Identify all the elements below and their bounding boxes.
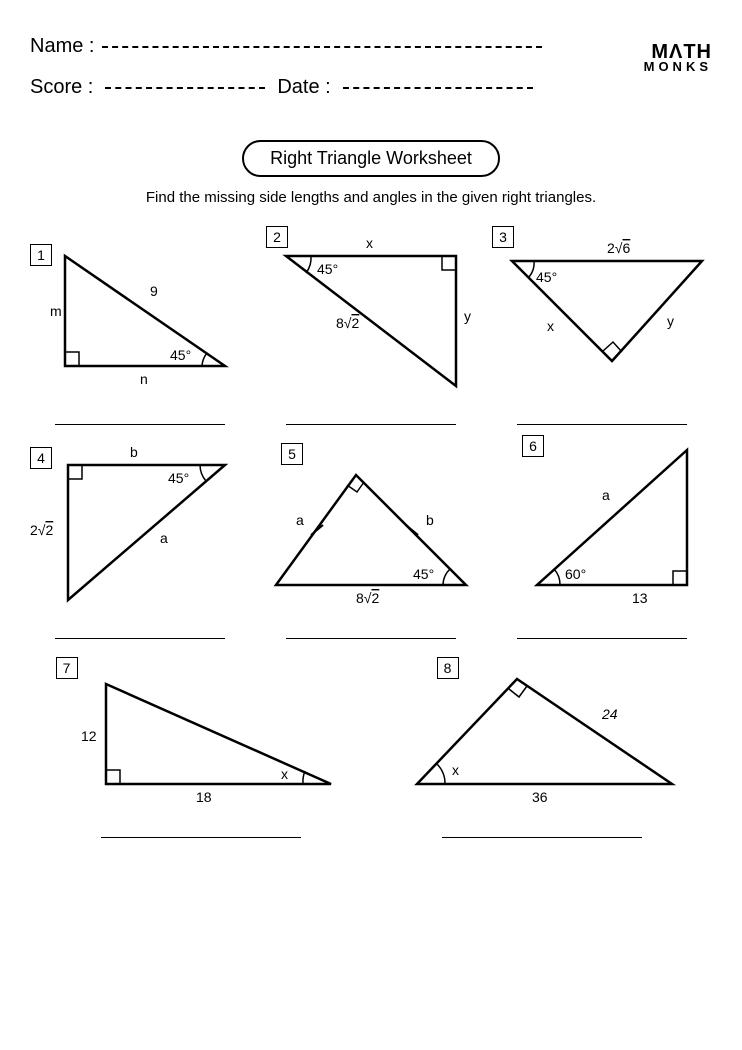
date-blank[interactable] <box>343 87 533 89</box>
answer-line[interactable] <box>101 837 301 838</box>
label-y: y <box>464 308 471 324</box>
problem-1: 1 m 9 n 45° <box>30 226 250 425</box>
problem-number: 5 <box>281 443 303 465</box>
problem-number: 7 <box>56 657 78 679</box>
label-18: 18 <box>196 789 212 805</box>
label-45: 45° <box>536 269 557 285</box>
label-45: 45° <box>170 347 191 363</box>
worksheet-title: Right Triangle Worksheet <box>242 140 500 177</box>
label-13: 13 <box>632 590 648 606</box>
answer-line[interactable] <box>442 837 642 838</box>
problem-number: 6 <box>522 435 544 457</box>
label-b: b <box>130 444 138 460</box>
problem-grid: 1 m 9 n 45° 2 x y 8√2 45° <box>30 226 712 838</box>
name-blank[interactable] <box>102 46 542 48</box>
triangle-1: m 9 n 45° <box>30 226 250 396</box>
label-x: x <box>452 762 459 778</box>
answer-line[interactable] <box>55 638 225 639</box>
label-a: a <box>296 512 304 528</box>
label-45: 45° <box>168 470 189 486</box>
answer-line[interactable] <box>286 638 456 639</box>
label-x: x <box>281 766 288 782</box>
label-left: 2√2 <box>30 522 53 538</box>
label-n: n <box>140 371 148 387</box>
label-x: x <box>366 235 373 251</box>
label-a: a <box>160 530 168 546</box>
label-60: 60° <box>565 566 586 582</box>
problem-5: 5 a b 8√2 45° <box>261 435 481 639</box>
problem-number: 2 <box>266 226 288 248</box>
name-label: Name : <box>30 35 94 58</box>
score-blank[interactable] <box>105 87 265 89</box>
label-24: 24 <box>601 706 618 722</box>
problem-3: 3 2√6 x y 45° <box>492 226 712 425</box>
score-label: Score : <box>30 76 93 99</box>
problem-8: 8 24 36 x <box>382 649 702 838</box>
row-3: 7 12 18 x 8 24 36 x <box>30 649 712 838</box>
problem-7: 7 12 18 x <box>41 649 361 838</box>
name-row: Name : <box>30 35 712 58</box>
label-x: x <box>547 318 554 334</box>
label-45: 45° <box>317 261 338 277</box>
problem-number: 4 <box>30 447 52 469</box>
label-m: m <box>50 303 62 319</box>
label-y: y <box>667 313 674 329</box>
title-area: Right Triangle Worksheet <box>30 140 712 177</box>
logo: MΛTH MONKS <box>644 43 712 73</box>
problem-6: 6 a 13 60° <box>492 435 712 639</box>
label-12: 12 <box>81 728 97 744</box>
label-hyp: 8√2 <box>336 315 359 331</box>
triangle-2: x y 8√2 45° <box>261 226 481 396</box>
answer-line[interactable] <box>55 424 225 425</box>
row-2: 4 b 2√2 a 45° 5 a b 8√2 <box>30 435 712 639</box>
label-9: 9 <box>150 283 158 299</box>
label-top: 2√6 <box>607 240 630 256</box>
label-36: 36 <box>532 789 548 805</box>
triangle-7: 12 18 x <box>41 649 361 809</box>
label-a: a <box>602 487 610 503</box>
answer-line[interactable] <box>517 424 687 425</box>
answer-line[interactable] <box>286 424 456 425</box>
logo-line2: MONKS <box>644 61 712 73</box>
triangle-4: b 2√2 a 45° <box>30 435 250 610</box>
answer-line[interactable] <box>517 638 687 639</box>
date-label: Date : <box>277 76 330 99</box>
instruction-text: Find the missing side lengths and angles… <box>30 189 712 206</box>
label-bottom: 8√2 <box>356 590 379 606</box>
problem-number: 1 <box>30 244 52 266</box>
score-date-row: Score : Date : <box>30 76 712 99</box>
problem-number: 3 <box>492 226 514 248</box>
problem-number: 8 <box>437 657 459 679</box>
problem-4: 4 b 2√2 a 45° <box>30 435 250 639</box>
triangle-3: 2√6 x y 45° <box>492 226 712 396</box>
label-b: b <box>426 512 434 528</box>
triangle-6: a 13 60° <box>492 435 712 610</box>
label-45: 45° <box>413 566 434 582</box>
triangle-8: 24 36 x <box>382 649 702 809</box>
worksheet-header: Name : Score : Date : MΛTH MONKS <box>30 35 712 115</box>
row-1: 1 m 9 n 45° 2 x y 8√2 45° <box>30 226 712 425</box>
problem-2: 2 x y 8√2 45° <box>261 226 481 425</box>
